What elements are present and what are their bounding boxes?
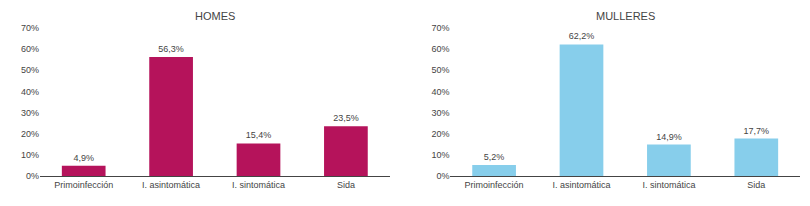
svg-text:30%: 30% <box>431 108 449 118</box>
svg-text:4,9%: 4,9% <box>73 153 94 163</box>
svg-text:Sida: Sida <box>337 180 355 190</box>
svg-text:70%: 70% <box>21 23 39 33</box>
svg-text:40%: 40% <box>21 87 39 97</box>
svg-text:30%: 30% <box>21 108 39 118</box>
svg-text:5,2%: 5,2% <box>484 152 505 162</box>
svg-text:Sida: Sida <box>747 180 765 190</box>
svg-text:60%: 60% <box>431 44 449 54</box>
svg-text:20%: 20% <box>21 129 39 139</box>
svg-text:HOMES: HOMES <box>195 10 235 22</box>
svg-text:14,9%: 14,9% <box>656 132 682 142</box>
svg-text:I. asintomática: I. asintomática <box>142 180 200 190</box>
svg-text:Primoinfección: Primoinfección <box>465 180 524 190</box>
svg-text:62,2%: 62,2% <box>569 31 595 41</box>
svg-text:17,7%: 17,7% <box>744 126 770 136</box>
svg-text:23,5%: 23,5% <box>333 113 359 123</box>
svg-text:50%: 50% <box>431 65 449 75</box>
svg-text:15,4%: 15,4% <box>246 130 272 140</box>
svg-text:70%: 70% <box>431 23 449 33</box>
svg-text:0%: 0% <box>26 171 39 181</box>
svg-text:40%: 40% <box>431 87 449 97</box>
svg-text:MULLERES: MULLERES <box>596 10 655 22</box>
svg-text:50%: 50% <box>21 65 39 75</box>
svg-text:Primoinfección: Primoinfección <box>54 180 113 190</box>
svg-text:I. sintomática: I. sintomática <box>642 180 695 190</box>
svg-text:10%: 10% <box>21 150 39 160</box>
svg-text:56,3%: 56,3% <box>158 44 184 54</box>
svg-text:0%: 0% <box>436 171 449 181</box>
svg-text:I. sintomática: I. sintomática <box>232 180 285 190</box>
svg-text:20%: 20% <box>431 129 449 139</box>
svg-text:I. asintomática: I. asintomática <box>552 180 610 190</box>
svg-text:10%: 10% <box>431 150 449 160</box>
svg-text:60%: 60% <box>21 44 39 54</box>
